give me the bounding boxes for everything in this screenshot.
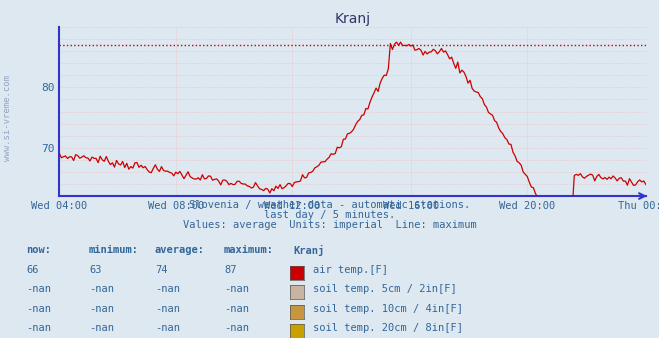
Text: last day / 5 minutes.: last day / 5 minutes. — [264, 210, 395, 220]
Text: minimum:: minimum: — [89, 245, 139, 255]
Text: -nan: -nan — [224, 284, 249, 294]
Text: soil temp. 10cm / 4in[F]: soil temp. 10cm / 4in[F] — [313, 304, 463, 314]
Text: -nan: -nan — [155, 323, 180, 334]
Text: Slovenia / weather data - automatic stations.: Slovenia / weather data - automatic stat… — [189, 200, 470, 210]
Text: -nan: -nan — [26, 304, 51, 314]
Text: average:: average: — [155, 245, 205, 255]
Text: air temp.[F]: air temp.[F] — [313, 265, 388, 275]
Text: Kranj: Kranj — [293, 245, 324, 256]
Text: -nan: -nan — [155, 304, 180, 314]
Text: -nan: -nan — [155, 284, 180, 294]
Text: -nan: -nan — [224, 304, 249, 314]
Text: maximum:: maximum: — [224, 245, 274, 255]
Text: -nan: -nan — [26, 323, 51, 334]
Text: 63: 63 — [89, 265, 101, 275]
Text: 74: 74 — [155, 265, 167, 275]
Title: Kranj: Kranj — [335, 12, 370, 26]
Text: soil temp. 20cm / 8in[F]: soil temp. 20cm / 8in[F] — [313, 323, 463, 334]
Text: now:: now: — [26, 245, 51, 255]
Text: -nan: -nan — [26, 284, 51, 294]
Text: soil temp. 5cm / 2in[F]: soil temp. 5cm / 2in[F] — [313, 284, 457, 294]
Text: -nan: -nan — [89, 284, 114, 294]
Text: 87: 87 — [224, 265, 237, 275]
Text: Values: average  Units: imperial  Line: maximum: Values: average Units: imperial Line: ma… — [183, 220, 476, 230]
Text: -nan: -nan — [89, 304, 114, 314]
Text: www.si-vreme.com: www.si-vreme.com — [3, 75, 13, 161]
Text: -nan: -nan — [89, 323, 114, 334]
Text: -nan: -nan — [224, 323, 249, 334]
Text: 66: 66 — [26, 265, 39, 275]
